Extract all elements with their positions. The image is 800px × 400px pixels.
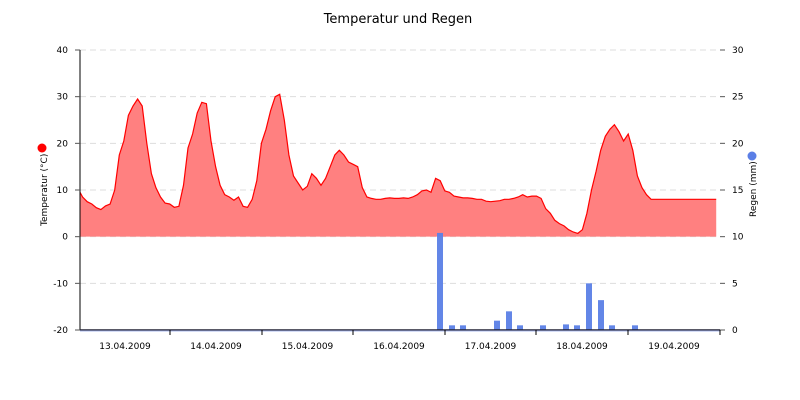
right-axis-legend: Regen (mm) <box>747 151 759 217</box>
rain-legend-dot-icon <box>747 151 757 161</box>
svg-text:0: 0 <box>62 233 68 243</box>
rain-bar <box>598 300 604 330</box>
x-axis-label: 15.04.2009 <box>282 342 334 352</box>
svg-text:30: 30 <box>57 93 69 103</box>
right-axis-label: Regen (mm) <box>749 161 759 217</box>
x-axis-label: 14.04.2009 <box>190 342 242 352</box>
rain-bar <box>632 325 638 330</box>
rain-bar <box>449 325 455 330</box>
svg-text:-20: -20 <box>53 326 68 336</box>
x-axis-label: 16.04.2009 <box>373 342 425 352</box>
rain-bar <box>437 232 443 330</box>
rain-bar <box>460 325 466 330</box>
axes: -20 -10 0 10 20 30 40 0 5 10 15 20 25 30 <box>53 46 743 336</box>
rain-bar <box>609 325 615 330</box>
x-axis-label: 19.04.2009 <box>648 342 700 352</box>
x-axis-label: 13.04.2009 <box>99 342 151 352</box>
svg-text:20: 20 <box>732 139 744 149</box>
rain-bars <box>437 232 638 330</box>
rain-bar <box>586 283 592 330</box>
chart-title: Temperatur und Regen <box>323 12 473 27</box>
rain-bar <box>540 325 546 330</box>
temperature-area <box>79 93 717 237</box>
rain-bar <box>563 324 569 330</box>
svg-text:30: 30 <box>732 46 744 56</box>
svg-text:10: 10 <box>57 186 69 196</box>
x-axis-label: 18.04.2009 <box>556 342 608 352</box>
temperature-legend-dot-icon <box>37 143 47 153</box>
svg-text:5: 5 <box>732 279 738 289</box>
rain-bar <box>574 325 580 330</box>
svg-text:40: 40 <box>57 46 69 56</box>
x-axis-label: 17.04.2009 <box>465 342 517 352</box>
rain-bar <box>506 311 512 330</box>
svg-text:25: 25 <box>732 93 743 103</box>
svg-text:20: 20 <box>57 139 69 149</box>
left-axis-legend: Temperatur (°C) <box>37 143 50 227</box>
svg-text:10: 10 <box>732 233 744 243</box>
rain-bar <box>517 325 523 330</box>
left-axis-label: Temperatur (°C) <box>40 154 50 227</box>
svg-text:-10: -10 <box>53 279 68 289</box>
x-axis-labels: 13.04.2009 14.04.2009 15.04.2009 16.04.2009… <box>99 342 700 352</box>
rain-bar <box>494 320 500 330</box>
svg-text:15: 15 <box>732 186 743 196</box>
svg-text:0: 0 <box>732 326 738 336</box>
